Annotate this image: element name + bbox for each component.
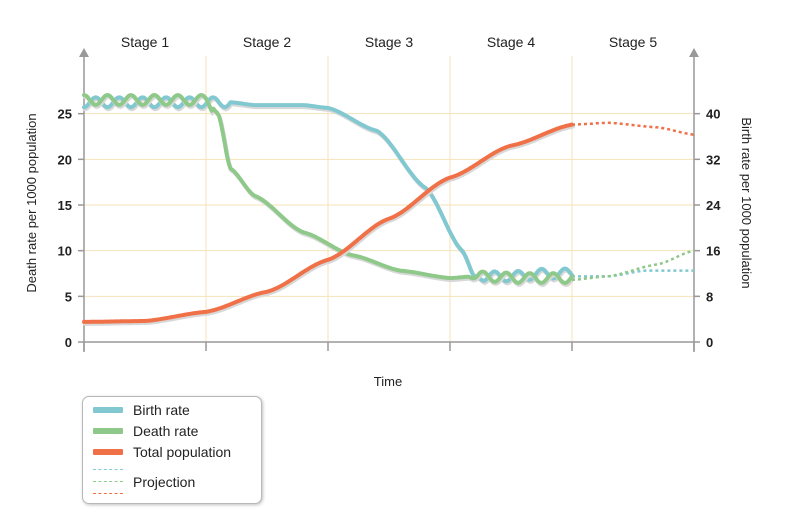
legend-swatch-projection — [93, 467, 123, 497]
right-axis-arrow — [689, 48, 699, 57]
right-tick-label: 24 — [706, 198, 721, 213]
left-tick-label: 20 — [58, 152, 72, 167]
stage-label: Stage 4 — [487, 34, 535, 50]
series-birth-rate-shadow — [83, 97, 575, 286]
legend-item-death-rate: Death rate — [93, 422, 198, 440]
left-axis-title: Death rate per 1000 population — [24, 113, 39, 292]
x-axis-title: Time — [374, 374, 402, 389]
series-layer — [82, 93, 695, 326]
legend-swatch-death-rate — [93, 428, 123, 434]
stage-labels: Stage 1 Stage 2 Stage 3 Stage 4 Stage 5 — [121, 34, 657, 50]
legend-swatch-total-population — [93, 449, 123, 455]
stage-label: Stage 1 — [121, 34, 169, 50]
left-tick-label: 25 — [58, 107, 72, 122]
right-tick-label: 40 — [706, 107, 720, 122]
right-tick-label: 0 — [706, 335, 713, 350]
right-axis-title: Birth rate per 1000 population — [739, 117, 754, 288]
left-tick-label: 5 — [65, 289, 72, 304]
legend-label: Death rate — [133, 423, 199, 439]
left-tick-label: 10 — [58, 244, 72, 259]
legend-item-birth-rate: Birth rate — [93, 401, 190, 419]
series-death-rate-projection — [572, 249, 695, 282]
legend-item-projection: Projection — [133, 473, 195, 491]
legend-item-total-population: Total population — [93, 443, 231, 461]
right-tick-label: 8 — [706, 289, 713, 304]
series-total-population-line — [82, 122, 574, 324]
right-tick-label: 32 — [706, 152, 720, 167]
legend-swatch-birth-rate — [93, 407, 123, 413]
legend-label: Total population — [133, 444, 232, 460]
series-death-rate-line — [82, 93, 574, 285]
axes-layer — [78, 48, 700, 352]
series-birth-rate-projection — [572, 269, 694, 278]
left-tick-label: 0 — [65, 335, 72, 350]
legend-label: Projection — [133, 474, 196, 490]
series-total-population-shadow — [83, 124, 575, 326]
series-birth-rate-line — [82, 95, 574, 284]
stage-label: Stage 3 — [365, 34, 413, 50]
stage-label: Stage 5 — [609, 34, 657, 50]
tick-labels: 0 5 10 15 20 25 0 8 16 24 32 40 — [58, 107, 722, 350]
series-death-rate-shadow — [83, 94, 575, 288]
left-axis-arrow — [79, 48, 89, 57]
legend: Birth rate Death rate Total population P… — [82, 396, 262, 504]
legend-label: Birth rate — [133, 402, 190, 418]
right-tick-label: 16 — [706, 244, 720, 259]
series-total-population-projection — [572, 121, 695, 136]
left-tick-label: 15 — [58, 198, 72, 213]
stage-label: Stage 2 — [243, 34, 291, 50]
